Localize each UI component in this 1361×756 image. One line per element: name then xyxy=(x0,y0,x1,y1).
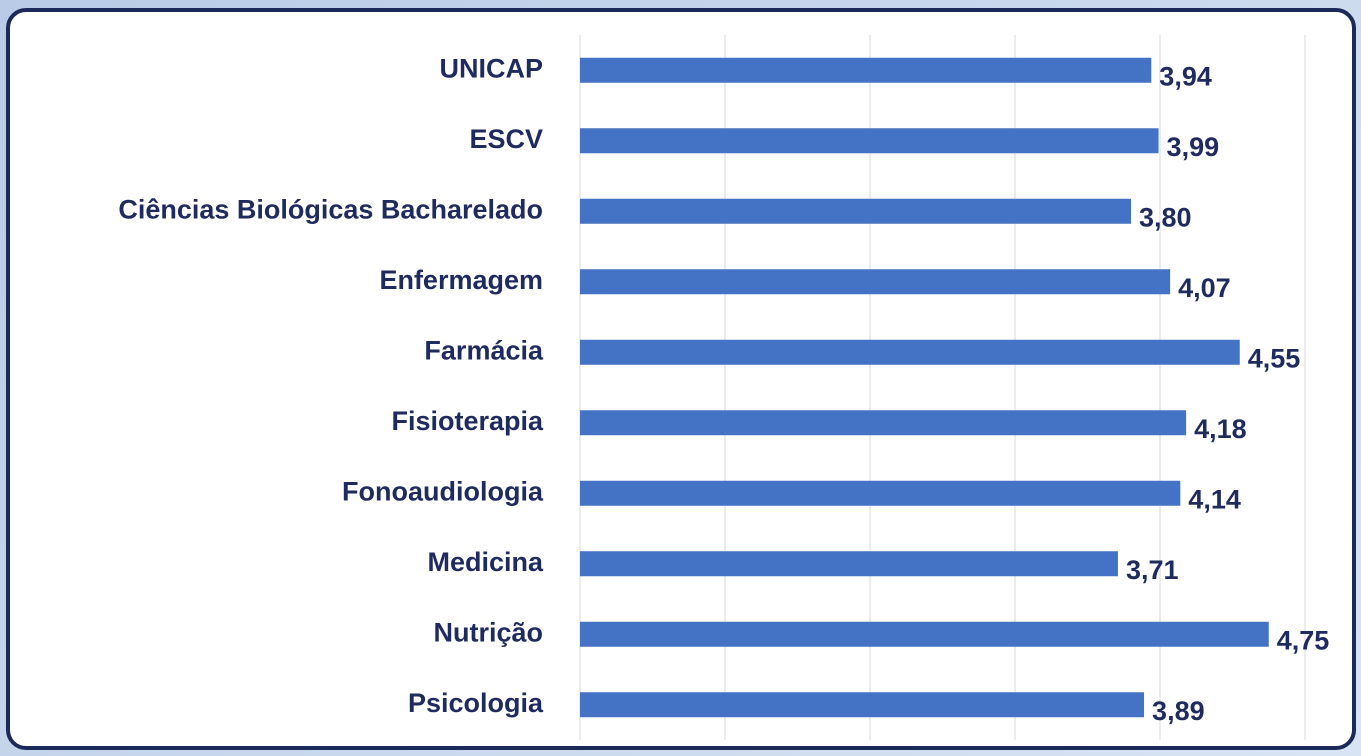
bar xyxy=(580,57,1152,83)
y-tick-label: Fisioterapia xyxy=(391,406,544,436)
bar xyxy=(580,198,1131,224)
bar xyxy=(580,621,1269,647)
bar xyxy=(580,269,1171,295)
y-tick-label: Enfermagem xyxy=(379,265,543,295)
bar xyxy=(580,480,1181,506)
bar xyxy=(580,128,1159,154)
data-label: 3,89 xyxy=(1152,696,1205,726)
data-label: 3,94 xyxy=(1159,61,1212,91)
y-tick-label: Psicologia xyxy=(408,688,544,718)
bar xyxy=(580,410,1187,436)
y-tick-label: Ciências Biológicas Bacharelado xyxy=(118,194,543,224)
bar xyxy=(580,692,1145,718)
y-tick-label: Fonoaudiologia xyxy=(342,476,544,506)
bar xyxy=(580,551,1118,577)
y-tick-label: UNICAP xyxy=(439,53,543,83)
data-label: 4,14 xyxy=(1188,484,1241,514)
data-label: 4,75 xyxy=(1277,625,1330,655)
y-tick-label: Nutrição xyxy=(433,617,543,647)
data-label: 4,18 xyxy=(1194,414,1247,444)
data-label: 3,99 xyxy=(1167,132,1220,162)
y-tick-label: ESCV xyxy=(469,124,543,154)
bar xyxy=(580,339,1240,365)
y-tick-label: Farmácia xyxy=(424,335,544,365)
y-tick-label: Medicina xyxy=(427,547,544,577)
data-label: 4,55 xyxy=(1248,343,1301,373)
data-label: 3,80 xyxy=(1139,202,1192,232)
data-label: 4,07 xyxy=(1178,273,1231,303)
data-label: 3,71 xyxy=(1126,555,1179,585)
